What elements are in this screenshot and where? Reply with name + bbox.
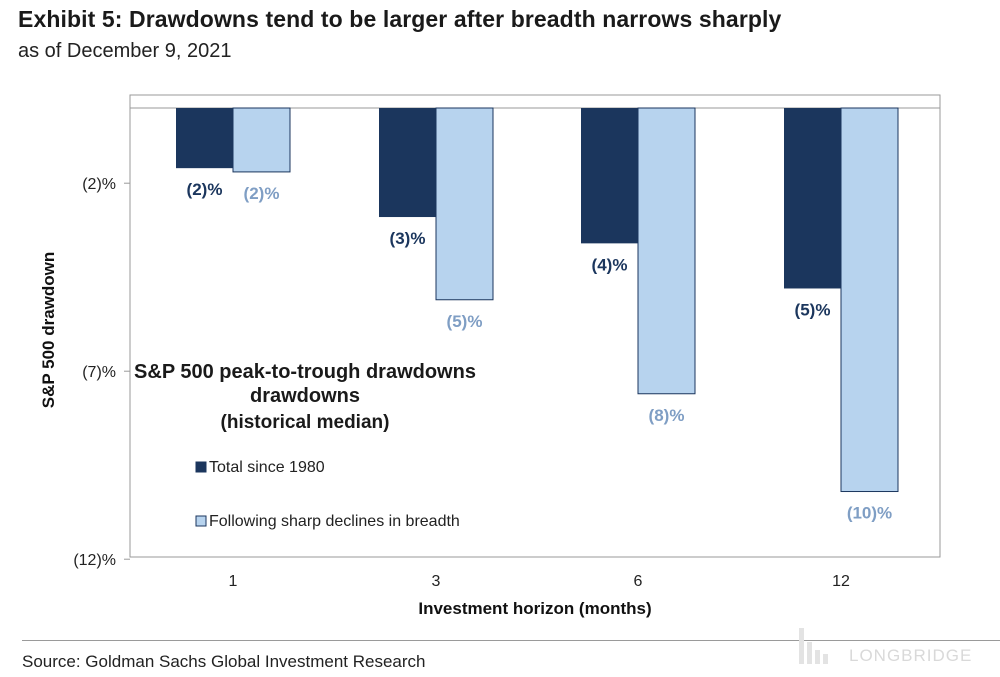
- legend-swatch-total: [195, 461, 207, 473]
- watermark: LONGBRIDGE: [797, 624, 997, 668]
- x-tick-label: 12: [832, 573, 850, 590]
- bar-label-total-1: (2)%: [187, 180, 223, 199]
- y-axis-label: S&P 500 drawdown: [39, 252, 58, 409]
- footer-divider: [22, 640, 1000, 641]
- bar-label-following-6: (8)%: [649, 406, 685, 425]
- legend-label-total: Total since 1980: [209, 459, 325, 476]
- source-note: Source: Goldman Sachs Global Investment …: [22, 652, 426, 671]
- bar-following-12: [840, 107, 899, 493]
- chart-inner-title-line2: drawdowns: [250, 385, 360, 407]
- y-tick-label: (7)%: [82, 364, 116, 381]
- legend: Total since 1980 Following sharp decline…: [195, 459, 460, 530]
- bar-following-6: [637, 107, 696, 395]
- legend-label-following: Following sharp declines in breadth: [209, 513, 460, 530]
- y-tick-label: (2)%: [82, 176, 116, 193]
- bar-following-3: [435, 107, 494, 301]
- bar-total-6: [581, 108, 638, 244]
- bar-label-following-3: (5)%: [447, 312, 483, 331]
- exhibit-title: Exhibit 5: Drawdowns tend to be larger a…: [18, 6, 782, 32]
- bar-following-1: [232, 107, 291, 173]
- x-tick-label: 6: [634, 573, 643, 590]
- bar-total-1: [176, 108, 233, 169]
- x-tick-label: 1: [229, 573, 238, 590]
- exhibit-subtitle: as of December 9, 2021: [18, 40, 232, 62]
- plot-area-border: [129, 94, 941, 558]
- bar-label-following-12: (10)%: [847, 504, 892, 523]
- x-axis-label: Investment horizon (months): [418, 599, 651, 618]
- watermark-logo-icon: [799, 628, 828, 664]
- chart-inner-title: S&P 500 peak-to-trough drawdowns: [134, 361, 476, 383]
- x-tick-label: 3: [432, 573, 441, 590]
- bar-label-total-6: (4)%: [592, 255, 628, 274]
- bar-total-3: [379, 108, 436, 218]
- bar-total-12: [784, 108, 841, 289]
- watermark-text: LONGBRIDGE: [849, 646, 973, 665]
- chart-inner-subtitle: (historical median): [221, 412, 390, 433]
- legend-swatch-following: [195, 515, 207, 527]
- bar-label-total-12: (5)%: [795, 300, 831, 319]
- bar-label-following-1: (2)%: [244, 184, 280, 203]
- y-tick-label: (12)%: [73, 552, 116, 569]
- bar-label-total-3: (3)%: [390, 229, 426, 248]
